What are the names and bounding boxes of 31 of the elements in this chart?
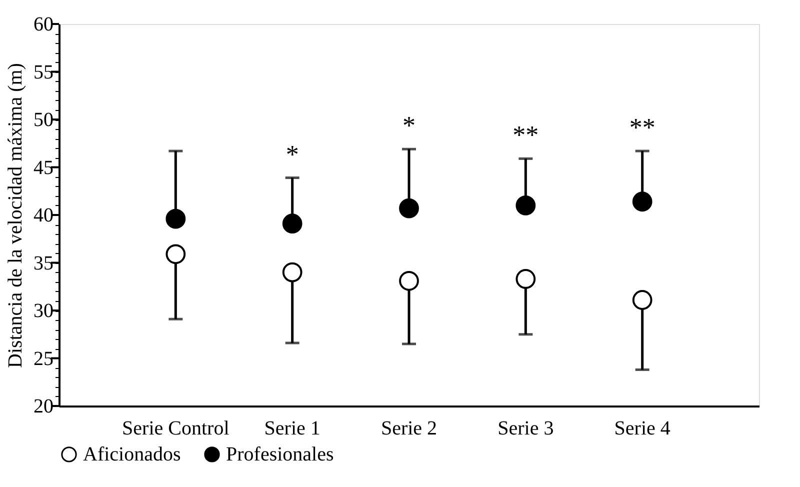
annotation: ** [512, 120, 539, 150]
y-tick-label: 40 [34, 204, 54, 226]
y-tick-label: 30 [34, 300, 54, 322]
x-tick-label: Serie Control [122, 418, 230, 440]
point [282, 262, 302, 282]
y-tick-label: 25 [34, 348, 54, 370]
y-tick-label: 60 [34, 14, 54, 36]
point [632, 192, 652, 212]
y-tick-label: 55 [34, 61, 54, 84]
annotation: ** [629, 113, 656, 142]
annotation: * [402, 111, 416, 140]
x-tick-label: Serie 4 [614, 418, 670, 440]
x-tick-label: Serie 3 [498, 418, 554, 440]
point [282, 214, 302, 234]
point [516, 196, 536, 216]
y-axis-title: Distancia de la velocidad máxima (m) [4, 63, 26, 368]
point [166, 208, 186, 229]
annotation: * [286, 140, 299, 169]
point [399, 198, 419, 218]
x-tick-label: Serie 2 [380, 418, 438, 440]
point [516, 269, 536, 289]
y-tick-label: 20 [34, 396, 54, 418]
x-tick-label: Serie 1 [264, 418, 320, 440]
y-tick-label: 45 [34, 156, 54, 179]
y-tick-label: 35 [34, 252, 54, 274]
point [166, 244, 186, 264]
legend-label: Profesionales [226, 443, 334, 466]
point [632, 290, 652, 310]
y-tick-label: 50 [34, 109, 54, 131]
point [399, 270, 419, 291]
legend-label: Aficionados [83, 443, 181, 466]
